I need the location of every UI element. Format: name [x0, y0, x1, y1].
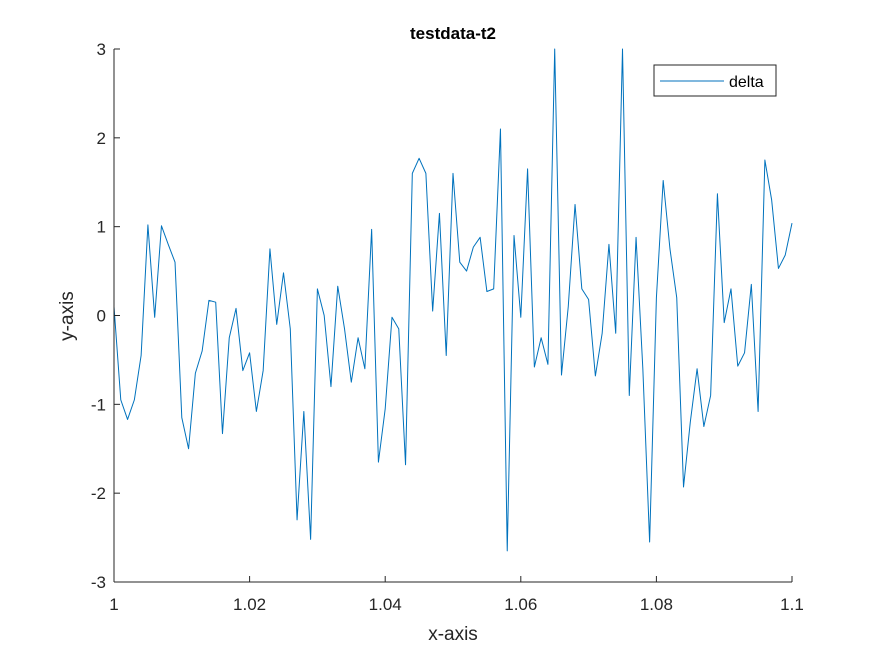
y-tick-label: -2	[91, 484, 106, 503]
x-tick-label: 1.1	[780, 595, 804, 614]
y-tick-label: 0	[97, 307, 106, 326]
y-tick-label: 2	[97, 129, 106, 148]
y-tick-label: -1	[91, 395, 106, 414]
legend: delta	[653, 64, 777, 97]
y-axis-label: y-axis	[57, 291, 78, 341]
series-layer	[113, 48, 793, 552]
x-tick-label: 1.04	[369, 595, 402, 614]
y-tick-label: 1	[97, 218, 106, 237]
x-tick-label: 1.06	[504, 595, 537, 614]
x-tick-label: 1.02	[233, 595, 266, 614]
x-ticks: 1 1.02 1.04 1.06 1.08 1.1	[109, 576, 804, 614]
chart-title: testdata-t2	[410, 24, 496, 43]
plot-area	[114, 49, 792, 582]
x-axis-label: x-axis	[428, 624, 478, 645]
legend-label-delta: delta	[729, 74, 764, 91]
y-ticks: -3 -2 -1 0 1 2 3	[91, 40, 120, 592]
x-tick-label: 1.08	[640, 595, 673, 614]
y-tick-label: -3	[91, 573, 106, 592]
series-line-delta	[113, 48, 793, 552]
x-tick-label: 1	[109, 595, 118, 614]
y-tick-label: 3	[97, 40, 106, 59]
